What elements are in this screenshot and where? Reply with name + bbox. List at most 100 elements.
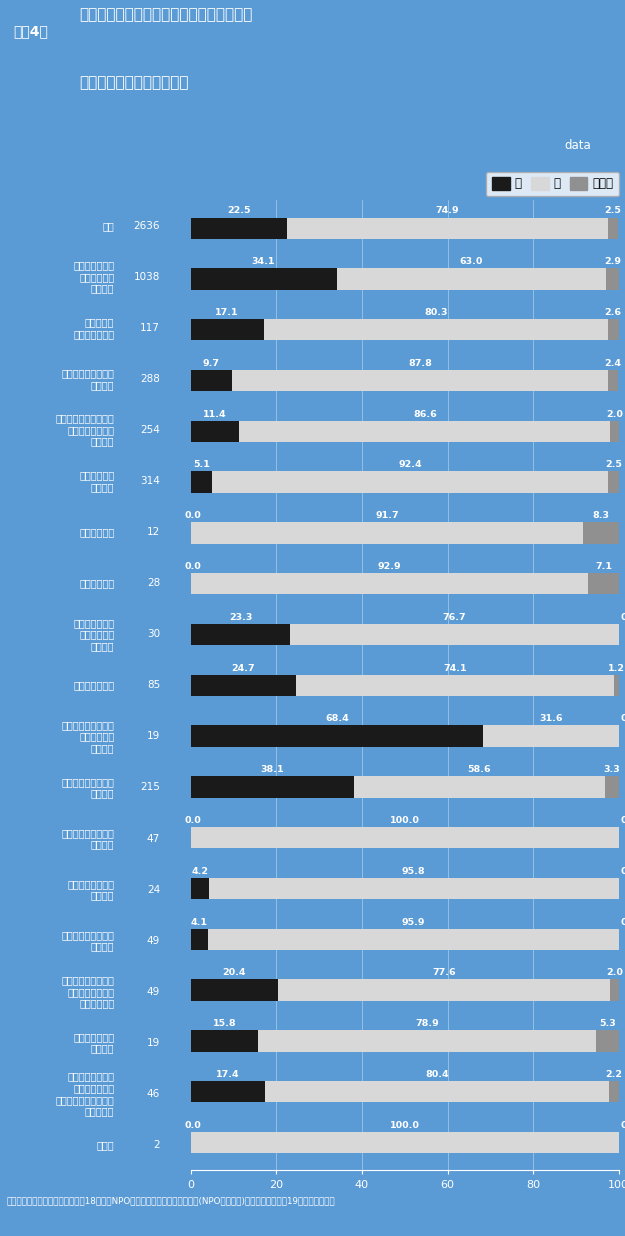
Text: 30: 30 — [147, 629, 160, 639]
Text: 49: 49 — [147, 936, 160, 946]
Bar — [614, 675, 619, 696]
Text: 95.9: 95.9 — [402, 917, 425, 927]
Bar — [258, 1031, 596, 1052]
Bar — [191, 878, 209, 900]
Text: 消費者の保護を
図る活動: 消費者の保護を 図る活動 — [73, 1032, 114, 1053]
Bar — [610, 979, 619, 1001]
Text: 63.0: 63.0 — [460, 257, 483, 266]
Text: 環境の保全を
図る活動: 環境の保全を 図る活動 — [79, 470, 114, 492]
Bar — [265, 1082, 609, 1103]
Bar — [191, 726, 484, 747]
Bar — [608, 370, 618, 392]
Text: 3.3: 3.3 — [603, 765, 620, 774]
Text: 学術、文化、芸術又は
スポーツの振興を
図る活動: 学術、文化、芸術又は スポーツの振興を 図る活動 — [56, 413, 114, 446]
Text: 2.6: 2.6 — [604, 308, 622, 318]
Text: 58.6: 58.6 — [468, 765, 491, 774]
Bar — [606, 268, 619, 289]
Bar — [191, 928, 208, 950]
Text: 77.6: 77.6 — [432, 969, 456, 978]
Bar — [354, 776, 604, 797]
Text: 代表者に占める女性の割合: 代表者に占める女性の割合 — [79, 74, 189, 90]
Bar — [596, 1031, 619, 1052]
Text: 215: 215 — [140, 782, 160, 792]
Text: 19: 19 — [147, 1038, 160, 1048]
Text: 28: 28 — [147, 578, 160, 588]
Text: 47: 47 — [147, 833, 160, 843]
Text: 2.0: 2.0 — [606, 409, 623, 419]
Bar — [191, 776, 354, 797]
Text: 49: 49 — [147, 986, 160, 996]
Bar — [191, 370, 232, 392]
Text: 全体: 全体 — [102, 221, 114, 231]
Text: 38.1: 38.1 — [261, 765, 284, 774]
Bar — [610, 420, 619, 442]
Bar — [337, 268, 606, 289]
Text: 2.5: 2.5 — [605, 461, 622, 470]
Text: 5.3: 5.3 — [599, 1020, 616, 1028]
Text: 子どもの健全育成を
図る活動: 子どもの健全育成を 図る活動 — [61, 776, 114, 798]
Text: 80.3: 80.3 — [424, 308, 448, 318]
Bar — [604, 776, 619, 797]
Bar — [232, 370, 608, 392]
Text: 85: 85 — [147, 680, 160, 691]
Text: 男女共同参画社会の
形成の促進を
図る活動: 男女共同参画社会の 形成の促進を 図る活動 — [61, 719, 114, 753]
Text: 主たる活動分野別の特定非営利活動法人の: 主たる活動分野別の特定非営利活動法人の — [79, 6, 253, 22]
Bar — [191, 1031, 258, 1052]
Text: 31.6: 31.6 — [539, 714, 563, 723]
Text: 災害救援活動: 災害救援活動 — [79, 528, 114, 538]
Text: 0.0: 0.0 — [184, 816, 201, 826]
Bar — [191, 979, 278, 1001]
Text: 11.4: 11.4 — [203, 409, 227, 419]
Text: 46: 46 — [147, 1089, 160, 1099]
Text: 1038: 1038 — [134, 272, 160, 282]
Bar — [191, 268, 337, 289]
Text: 91.7: 91.7 — [375, 512, 399, 520]
Text: 0.0: 0.0 — [620, 714, 625, 723]
Text: 人権の擁護又は
平和の推進を
図る活動: 人権の擁護又は 平和の推進を 図る活動 — [73, 618, 114, 651]
Text: 24: 24 — [147, 885, 160, 895]
Text: 4.1: 4.1 — [191, 917, 208, 927]
Text: 17.4: 17.4 — [216, 1070, 239, 1079]
Text: 国際協力の活動: 国際協力の活動 — [73, 680, 114, 691]
Text: 100.0: 100.0 — [390, 816, 419, 826]
Text: 22.5: 22.5 — [227, 206, 251, 215]
Bar — [583, 523, 619, 544]
Bar — [191, 319, 264, 340]
Text: 0.0: 0.0 — [620, 1121, 625, 1130]
Text: 4.2: 4.2 — [191, 866, 208, 876]
Text: 活動を行う団体の
運営又は活動に
関する連絡、助言又は
援助の活動: 活動を行う団体の 運営又は活動に 関する連絡、助言又は 援助の活動 — [56, 1072, 114, 1116]
Text: 254: 254 — [140, 425, 160, 435]
Text: 0.0: 0.0 — [620, 917, 625, 927]
Text: 288: 288 — [140, 375, 160, 384]
Text: 87.8: 87.8 — [408, 358, 432, 368]
Text: 情報化社会の発展を
図る活動: 情報化社会の発展を 図る活動 — [61, 828, 114, 849]
Bar — [209, 878, 619, 900]
Text: 1.2: 1.2 — [608, 664, 624, 672]
Bar — [191, 574, 588, 595]
Text: 19: 19 — [147, 732, 160, 742]
Bar — [213, 471, 608, 493]
Bar — [191, 1082, 265, 1103]
Bar — [609, 1082, 619, 1103]
Text: 職業能力の開発又は
雇用機会の拡充を
支援する活動: 職業能力の開発又は 雇用機会の拡充を 支援する活動 — [61, 975, 114, 1009]
Text: 12: 12 — [147, 528, 160, 538]
Bar — [191, 675, 296, 696]
Text: 2.2: 2.2 — [606, 1070, 622, 1079]
Text: 保健、医療又は
福祉の増進を
図る活動: 保健、医療又は 福祉の増進を 図る活動 — [73, 261, 114, 293]
Text: 無回答: 無回答 — [97, 1140, 114, 1149]
Text: 76.7: 76.7 — [442, 613, 466, 622]
Text: 0.0: 0.0 — [620, 613, 625, 622]
Text: 2: 2 — [154, 1140, 160, 1149]
Text: 0.0: 0.0 — [620, 866, 625, 876]
Bar — [191, 420, 239, 442]
Bar — [191, 218, 287, 239]
Text: 2.5: 2.5 — [604, 206, 621, 215]
Bar — [264, 319, 608, 340]
Text: 地域安全活動: 地域安全活動 — [79, 578, 114, 588]
Bar — [191, 827, 619, 848]
Text: 社会教育の
推進を図る活動: 社会教育の 推進を図る活動 — [73, 318, 114, 339]
Bar — [239, 420, 610, 442]
Text: 86.6: 86.6 — [413, 409, 437, 419]
Text: 80.4: 80.4 — [426, 1070, 449, 1079]
Bar — [191, 624, 291, 645]
